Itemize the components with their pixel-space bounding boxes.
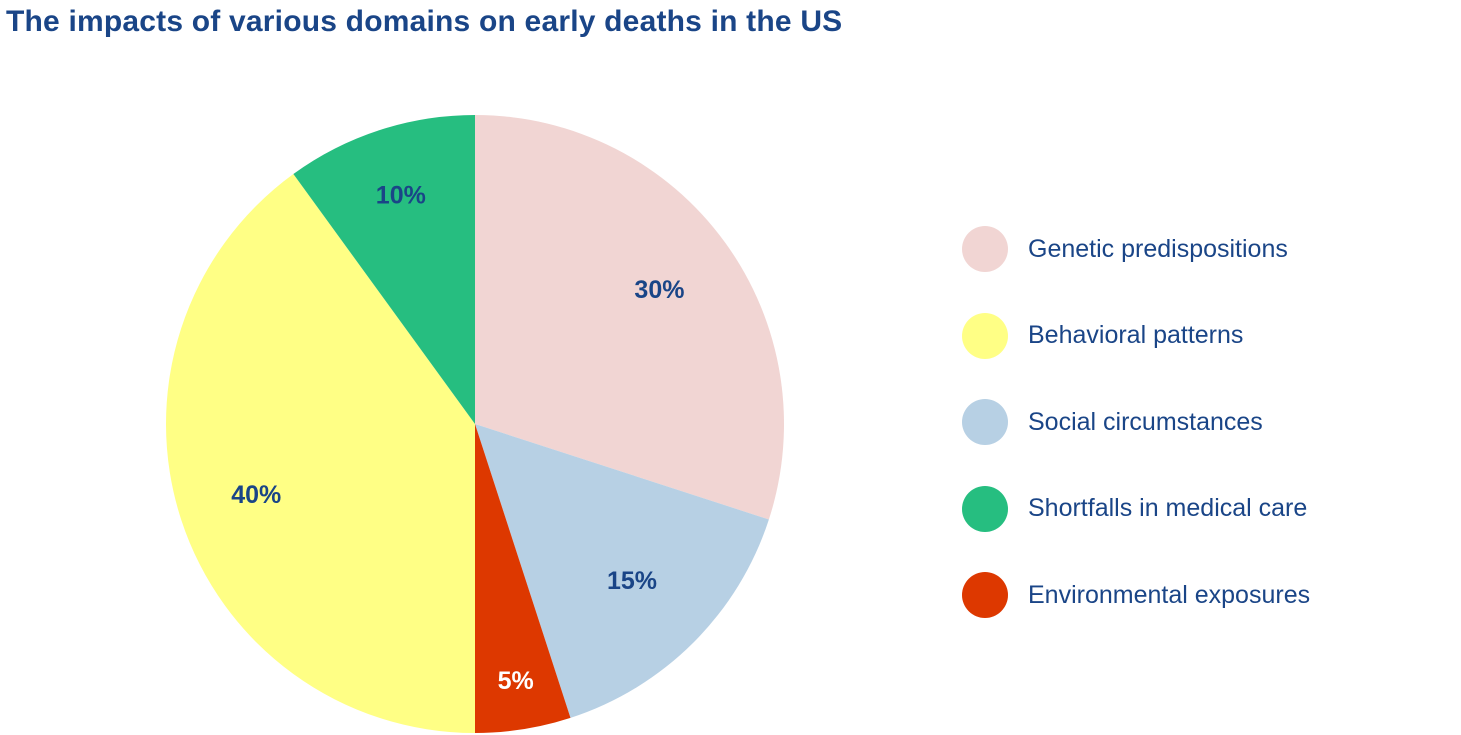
pie-slice-labels: 30% 15% 5% 40% 10% — [231, 182, 684, 695]
legend-item-genetic-predispositions: Genetic predispositions — [962, 226, 1310, 272]
legend-label: Shortfalls in medical care — [1028, 494, 1308, 522]
legend-swatch — [962, 399, 1008, 445]
legend-item-shortfalls-in-medical-care: Shortfalls in medical care — [962, 485, 1310, 532]
chart-title: The impacts of various domains on early … — [6, 5, 843, 38]
legend-label: Environmental exposures — [1028, 580, 1311, 609]
pie-slice-social-circumstances — [475, 424, 769, 718]
legend-item-social-circumstances: Social circumstances — [962, 399, 1310, 445]
legend-label: Social circumstances — [1028, 407, 1263, 436]
pie-slice-label-genetic-predispositions: 30% — [634, 276, 684, 304]
legend-swatch — [962, 572, 1008, 618]
pie-slice-label-social-circumstances: 15% — [607, 567, 657, 595]
pie-slice-label-behavioral-patterns: 40% — [231, 481, 281, 509]
chart-legend: Genetic predispositions Behavioral patter… — [962, 226, 1310, 659]
legend-label: Behavioral patterns — [1028, 321, 1244, 349]
pie-slice-behavioral-patterns — [166, 174, 476, 734]
legend-swatch — [962, 226, 1008, 272]
legend-item-behavioral-patterns: Behavioral patterns — [962, 312, 1310, 359]
pie-slice-shortfalls-in-medical-care — [293, 115, 475, 424]
pie-slices — [166, 115, 784, 734]
legend-label: Genetic predispositions — [1028, 234, 1288, 263]
pie-slice-genetic-predispositions — [475, 115, 784, 520]
pie-slice-label-shortfalls-in-medical-care: 10% — [376, 182, 426, 210]
pie-slice-label-environmental-exposures: 5% — [498, 667, 534, 695]
pie-slice-environmental-exposures — [475, 424, 571, 733]
legend-item-environmental-exposures: Environmental exposures — [962, 572, 1310, 618]
legend-swatch — [962, 312, 1008, 359]
legend-swatch — [962, 485, 1008, 532]
